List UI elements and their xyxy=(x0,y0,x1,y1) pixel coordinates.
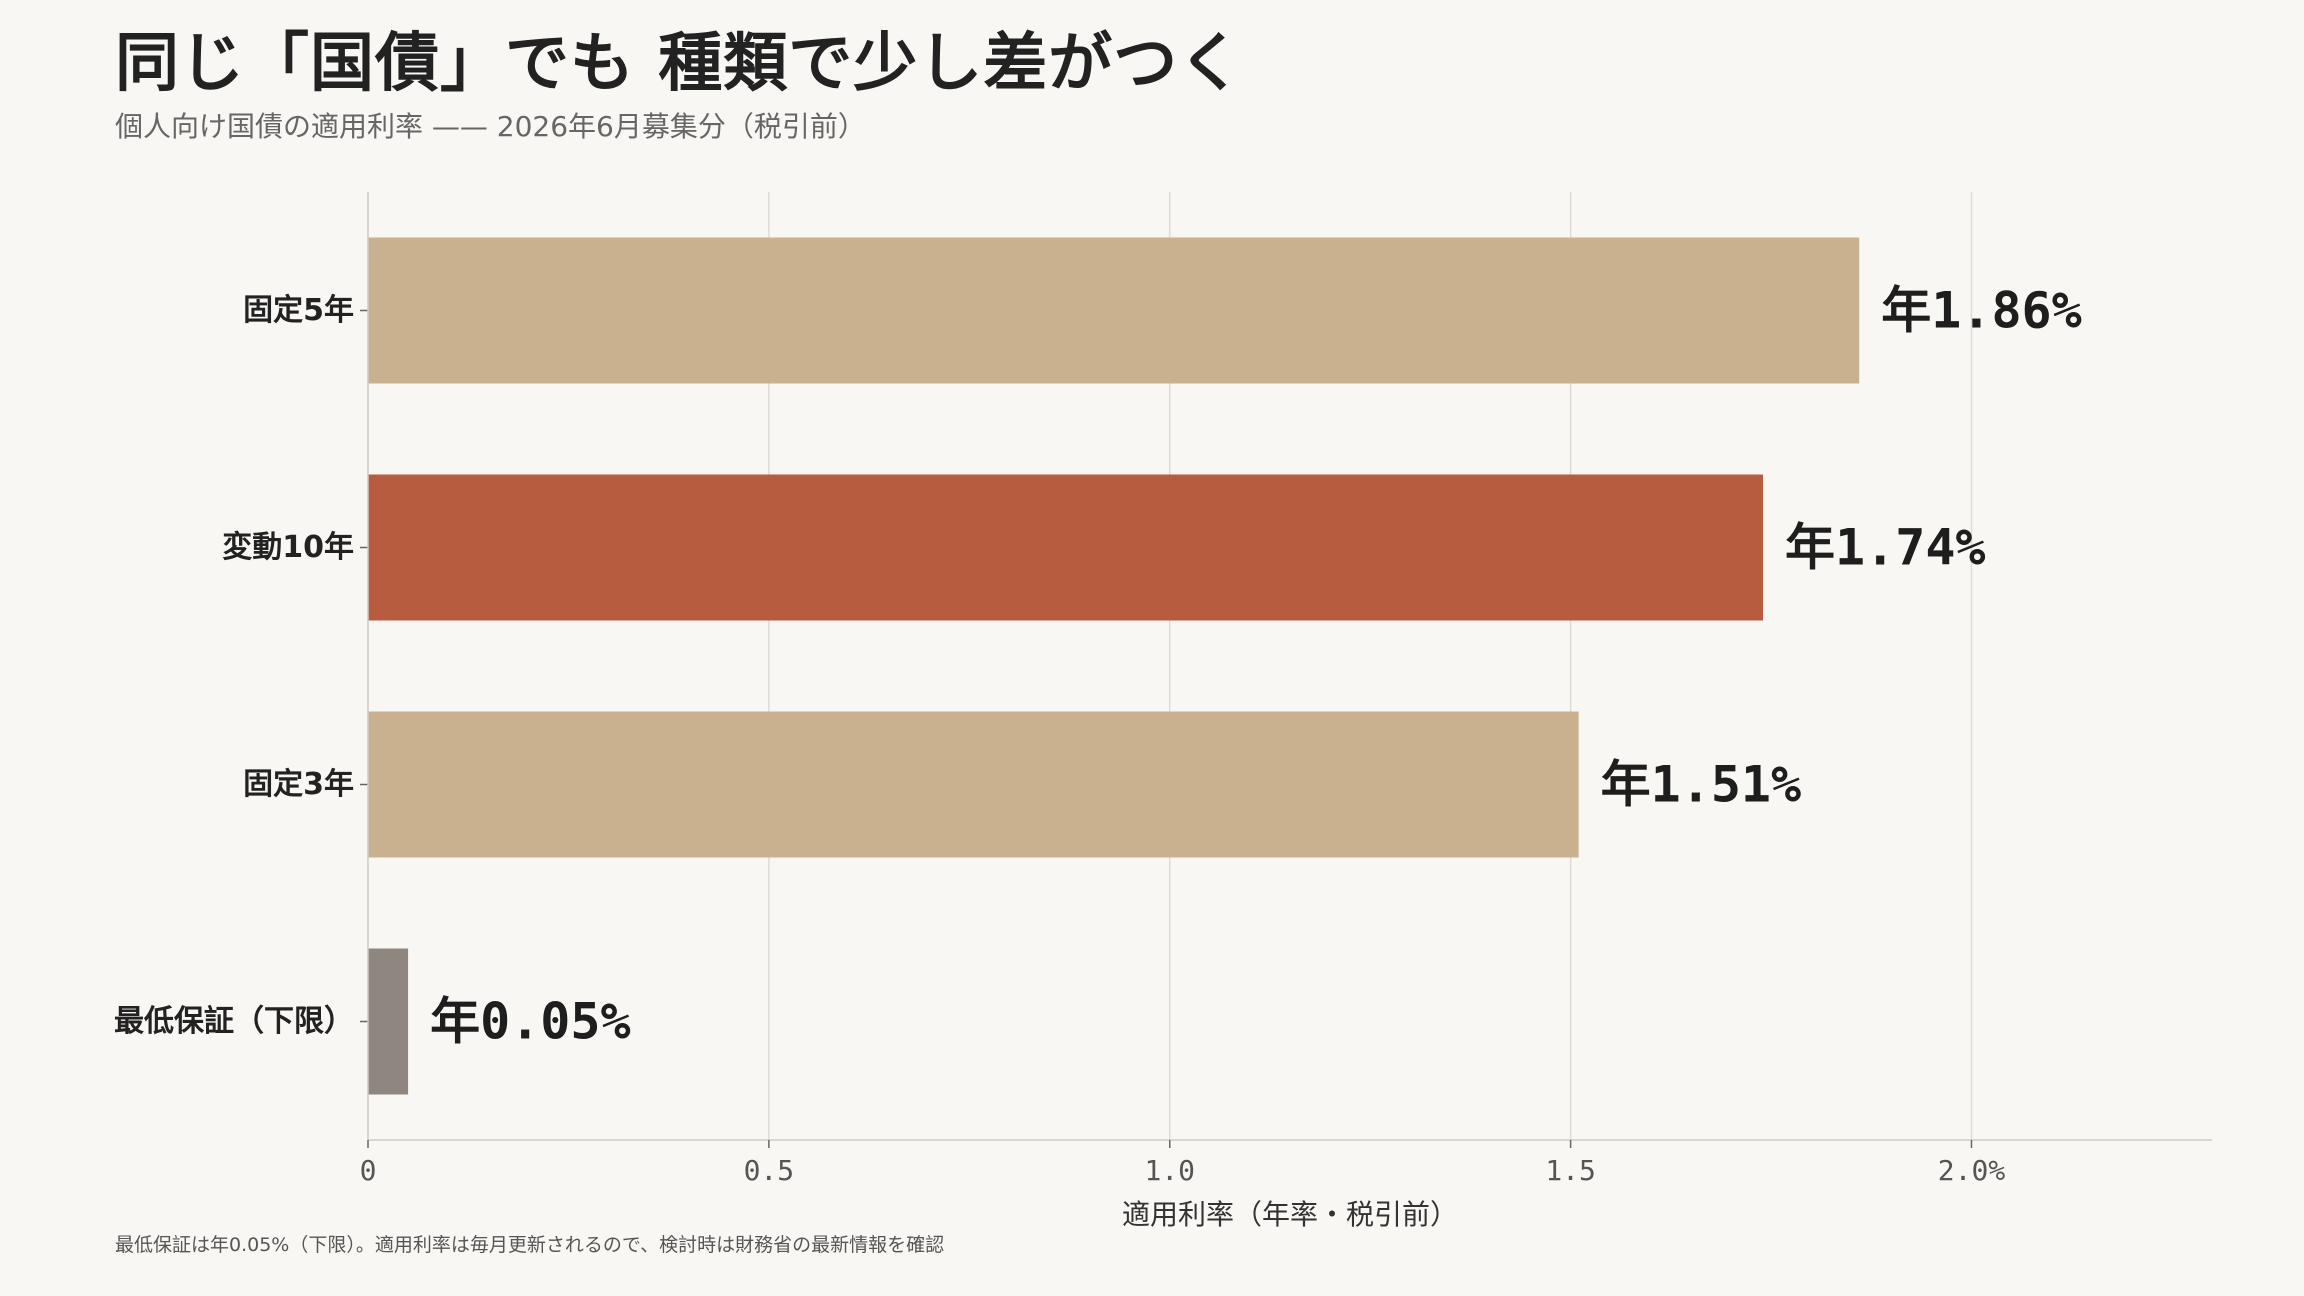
x-tick-label-1: 0.5 xyxy=(744,1154,795,1187)
bar-1 xyxy=(368,474,1764,621)
value-label-3: 年0.05% xyxy=(430,993,631,1051)
value-label-0: 年1.86% xyxy=(1881,282,2082,340)
value-label-2: 年1.51% xyxy=(1601,756,1802,814)
bar-0 xyxy=(368,237,1860,384)
chart-subtitle: 個人向け国債の適用利率 —— 2026年6月募集分（税引前） xyxy=(115,110,866,143)
category-label-2: 固定3年 xyxy=(243,767,354,802)
x-tick-label-3: 1.5 xyxy=(1545,1154,1596,1187)
bar-3 xyxy=(368,948,409,1095)
x-tick-label-2: 1.0 xyxy=(1144,1154,1195,1187)
x-tick-label-4: 2.0% xyxy=(1938,1154,2006,1187)
category-label-3: 最低保証（下限） xyxy=(114,1004,354,1039)
value-label-1: 年1.74% xyxy=(1785,519,1986,577)
footnote: 最低保証は年0.05%（下限）。適用利率は毎月更新されるので、検討時は財務省の最… xyxy=(115,1234,945,1256)
category-label-1: 変動10年 xyxy=(222,530,354,565)
category-label-0: 固定5年 xyxy=(243,293,354,328)
bar-2 xyxy=(368,711,1579,858)
chart-title: 同じ「国債」でも 種類で少し差がつく xyxy=(115,27,1244,101)
bars: 年1.86% 年1.74% 年1.51% 年0.05% xyxy=(368,237,2082,1095)
x-axis-title: 適用利率（年率・税引前） xyxy=(1122,1198,1458,1231)
x-tick-label-0: 0 xyxy=(360,1154,377,1187)
